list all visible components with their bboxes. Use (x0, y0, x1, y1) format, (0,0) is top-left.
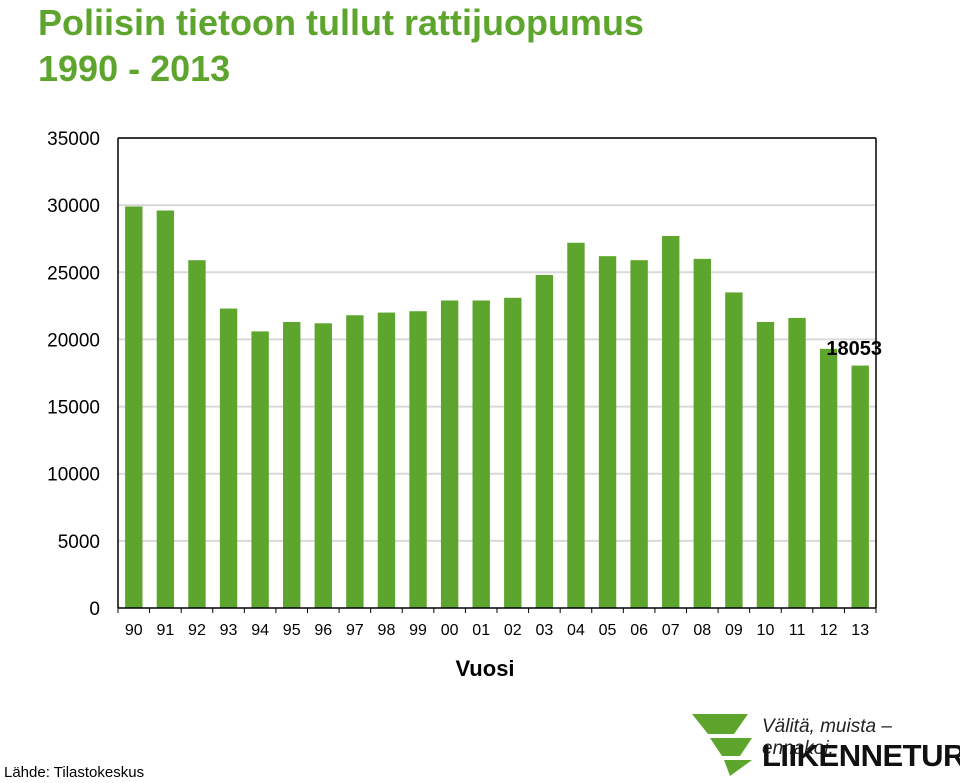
x-tick-label: 90 (125, 622, 143, 639)
x-tick-label: 94 (251, 622, 269, 639)
x-tick-label: 06 (630, 622, 648, 639)
bar (504, 297, 522, 608)
x-tick-label: 02 (504, 622, 522, 639)
chart-title-line2: 1990 - 2013 (38, 48, 231, 89)
y-tick-label: 35000 (47, 129, 100, 150)
y-tick-label: 5000 (58, 532, 100, 553)
bar (472, 300, 490, 608)
x-tick-label: 10 (757, 622, 775, 639)
x-tick-label: 92 (188, 622, 206, 639)
bar (819, 348, 838, 608)
bar (125, 206, 143, 608)
x-tick-label: 03 (535, 622, 553, 639)
bar (598, 256, 617, 608)
x-tick-label: 99 (409, 622, 427, 639)
bar (725, 292, 743, 608)
y-tick-label: 25000 (47, 263, 100, 284)
x-tick-label: 91 (156, 622, 174, 639)
x-tick-label: 01 (472, 622, 490, 639)
x-tick-label: 08 (693, 622, 711, 639)
bar (156, 210, 175, 608)
bar (630, 260, 648, 608)
x-tick-label: 98 (378, 622, 396, 639)
chart-title-line1: Poliisin tietoon tullut rattijuopumus (38, 2, 644, 43)
bar (440, 300, 459, 608)
bar (377, 312, 396, 608)
bar (219, 308, 238, 608)
bar (346, 315, 364, 608)
bar (693, 258, 711, 608)
bar (567, 242, 585, 608)
bar (409, 311, 427, 608)
x-tick-label: 13 (851, 622, 869, 639)
y-tick-label: 30000 (47, 196, 100, 217)
bar (535, 274, 554, 608)
x-tick-label: 05 (599, 622, 617, 639)
y-tick-label: 0 (89, 599, 100, 620)
bar (188, 260, 206, 608)
bar (756, 321, 775, 608)
x-tick-label: 96 (314, 622, 332, 639)
x-axis-label: Vuosi (455, 656, 515, 681)
y-tick-label: 20000 (47, 330, 100, 351)
bar (283, 321, 301, 608)
liikenneturva-triangle-logo-icon (692, 714, 752, 776)
data-label: 18053 (826, 338, 882, 360)
logo-brand: LIIKENNETURVA (762, 738, 960, 773)
bar (251, 331, 269, 608)
x-tick-label: 95 (283, 622, 301, 639)
y-tick-label: 15000 (47, 398, 100, 419)
bar (788, 317, 806, 608)
x-tick-label: 00 (441, 622, 459, 639)
x-tick-label: 97 (346, 622, 364, 639)
bar (662, 236, 680, 608)
x-tick-label: 04 (567, 622, 585, 639)
x-tick-label: 93 (220, 622, 238, 639)
logo-slogan: Välitä, muista – ennakoi. (762, 716, 892, 759)
x-tick-label: 07 (662, 622, 680, 639)
x-tick-label: 11 (789, 622, 806, 639)
x-tick-label: 12 (820, 622, 838, 639)
source-note: Lähde: Tilastokeskus (4, 764, 145, 781)
chart-title: Poliisin tietoon tullut rattijuopumus 19… (38, 0, 644, 92)
y-tick-label: 10000 (47, 465, 100, 486)
bar (314, 323, 332, 608)
bar (851, 365, 869, 608)
x-tick-label: 09 (725, 622, 743, 639)
